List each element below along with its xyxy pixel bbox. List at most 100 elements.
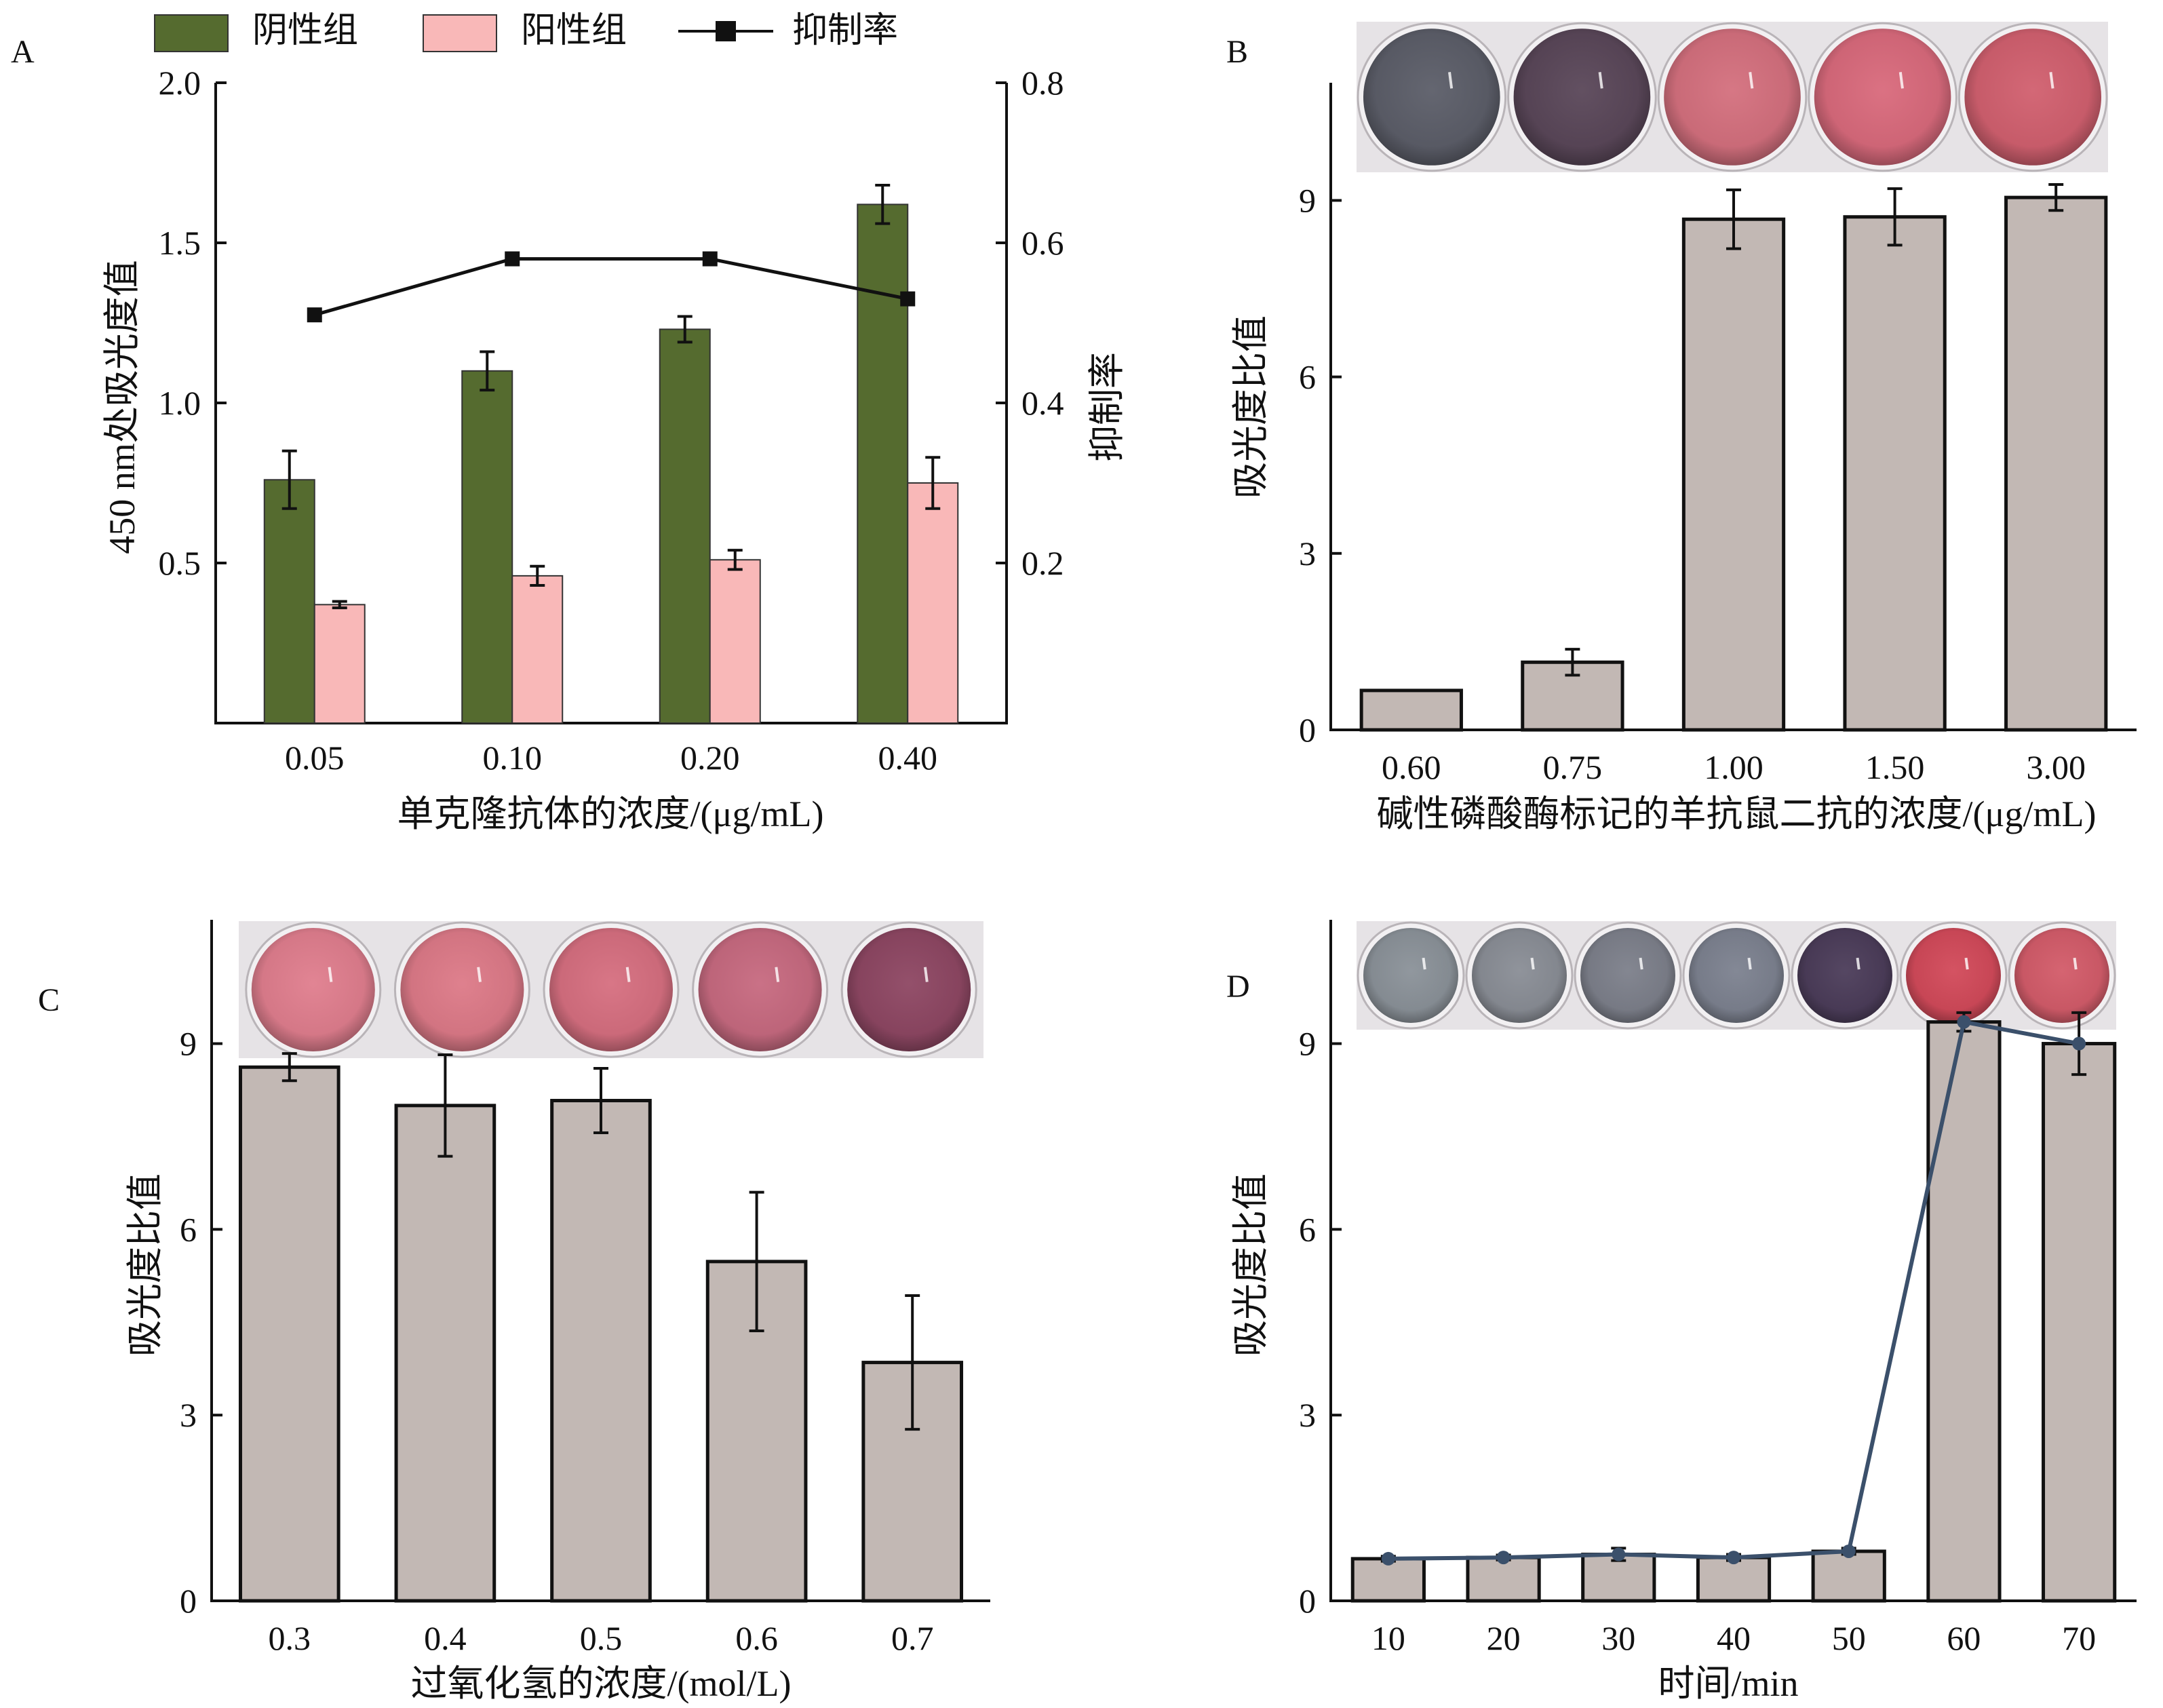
axis-b-y-tick-label: 0 [1299, 711, 1316, 749]
axis-c-well-shade [251, 928, 375, 1051]
axis-d-well-shade [1580, 928, 1675, 1023]
bar-negative [857, 203, 909, 724]
axis-a-y2-tick-label: 0.4 [1021, 384, 1064, 422]
axis-c-well-shade [400, 928, 524, 1051]
axis-d-well-glint [1530, 957, 1535, 970]
axis-a-y2label: 抑制率 [1087, 352, 1127, 462]
axis-b-category-label: 1.00 [1704, 748, 1763, 786]
axis-b-well-glint [1749, 72, 1754, 89]
axis-c-category-label: 0.4 [424, 1619, 467, 1657]
axis-c-well-shade [847, 928, 971, 1051]
panel-label-b: B [1226, 34, 1248, 70]
legend-swatch-negative [154, 14, 229, 52]
axis-b-well-glint [1898, 72, 1904, 89]
axis-d-well-glint [1422, 957, 1426, 970]
trend-point [1727, 1551, 1740, 1565]
axis-b-well-shade [1513, 28, 1651, 166]
axis-c-well-glint [625, 967, 631, 982]
inhibition-point [900, 291, 916, 307]
axis-d-well-glint [1747, 957, 1752, 970]
panel-d-chart: 时间/min 吸光度比值 0 3 6 9 10 20 30 40 50 60 70 [1230, 920, 2137, 1704]
inhibition-point [702, 251, 718, 267]
axis-b-category-label: 0.60 [1382, 748, 1441, 786]
axis-d-well-glint [1856, 957, 1860, 970]
axis-a-xlabel: 单克隆抗体的浓度/(μg/mL) [397, 794, 824, 834]
axis-c-well-glint [328, 967, 333, 982]
axis-d-y-tick-label: 0 [1299, 1582, 1316, 1620]
bar-positive [709, 559, 761, 724]
axis-c-y-tick-label: 0 [180, 1582, 197, 1620]
axis-c-y-tick-label: 6 [180, 1210, 197, 1248]
trend-point [1842, 1544, 1856, 1558]
axis-c-category-label: 0.3 [269, 1619, 311, 1657]
panel-a-chart: 单克隆抗体的浓度/(μg/mL) 450 nm处吸光度值 抑制率 0.5 1.0 1… [102, 64, 1127, 834]
axis-a-y-tick-label: 1.5 [159, 224, 201, 262]
axis-b-well-glint [1598, 72, 1603, 89]
axis-c-category-label: 0.6 [735, 1619, 778, 1657]
axis-d-category-label: 50 [1832, 1619, 1866, 1657]
axis-a-category-label: 0.10 [483, 739, 543, 777]
axis-a-y-tick-label: 2.0 [159, 64, 201, 102]
axis-d-category-label: 70 [2062, 1619, 2096, 1657]
axis-d-well-glint [2073, 957, 2078, 970]
axis-b-xlabel: 碱性磷酸酶标记的羊抗鼠二抗的浓度/(μg/mL) [1377, 794, 2097, 834]
legend-label-positive: 阳性组 [521, 12, 627, 50]
axis-d-y-tick-label: 9 [1299, 1025, 1316, 1063]
axis-b-y-tick-label: 6 [1299, 358, 1316, 396]
axis-b-category-label: 3.00 [2026, 748, 2086, 786]
axis-d-well-shade [2014, 928, 2109, 1023]
axis-a-y2-tick-label: 0.6 [1021, 224, 1064, 262]
axis-b-well-shade [1964, 28, 2101, 166]
inhibition-point [505, 251, 520, 267]
bar [1843, 215, 1947, 732]
legend-label-negative: 阴性组 [252, 12, 358, 50]
bar [1681, 217, 1786, 732]
axis-d-well-shade [1363, 928, 1458, 1023]
axis-a-y2-tick-label: 0.8 [1021, 64, 1064, 102]
trend-point [1496, 1551, 1511, 1565]
axis-c-well-shade [698, 928, 822, 1051]
axis-b-well-shade [1363, 28, 1500, 166]
axis-d-category-label: 30 [1601, 1619, 1635, 1657]
axis-b-well-shade [1814, 28, 1951, 166]
axis-a-y2-tick-label: 0.2 [1021, 544, 1064, 582]
axis-c-y-tick-label: 9 [180, 1025, 197, 1063]
axis-d-well-shade [1797, 928, 1892, 1023]
bar-negative [461, 370, 513, 724]
axis-d-category-label: 10 [1371, 1619, 1405, 1657]
inhibition-point [307, 307, 322, 323]
axis-a-category-label: 0.20 [680, 739, 740, 777]
axis-b-ylabel: 吸光度比值 [1230, 315, 1271, 499]
panel-label-a: A [11, 34, 35, 70]
bar-positive [511, 575, 564, 724]
bar [2042, 1042, 2117, 1603]
bar [2004, 195, 2108, 732]
trend-point [1381, 1551, 1395, 1566]
axis-d-ylabel: 吸光度比值 [1230, 1173, 1271, 1357]
axis-a-category-label: 0.05 [285, 739, 345, 777]
bar [1811, 1549, 1886, 1603]
axis-d-well-shade [1689, 928, 1784, 1023]
bar-positive [313, 604, 366, 724]
axis-c-ylabel: 吸光度比值 [125, 1173, 165, 1357]
bar [1926, 1020, 2002, 1603]
panel-label-c: C [38, 982, 60, 1018]
axis-a-category-label: 0.40 [878, 739, 938, 777]
axis-c-well-shade [549, 928, 673, 1051]
axis-c-y-tick-label: 3 [180, 1396, 197, 1434]
panel-c-chart: 过氧化氢的浓度/(mol/L) 吸光度比值 0 3 6 9 0.3 0.4 0.5 0.6 0.… [125, 920, 990, 1704]
inhibition-line [314, 257, 908, 317]
axis-d-well-glint [1964, 957, 1969, 970]
axis-c-well-glint [775, 967, 780, 982]
panel-label-d: D [1226, 969, 1250, 1005]
axis-d-well-glint [1639, 957, 1643, 970]
axis-a-ylabel: 450 nm处吸光度值 [102, 260, 142, 554]
bar-negative [659, 328, 711, 724]
bar [1359, 688, 1463, 732]
bar-positive [907, 482, 959, 724]
axis-d-y-tick-label: 6 [1299, 1210, 1316, 1248]
axis-b-category-label: 1.50 [1865, 748, 1925, 786]
axis-d-category-label: 60 [1947, 1619, 1981, 1657]
trend-point [1612, 1547, 1626, 1561]
